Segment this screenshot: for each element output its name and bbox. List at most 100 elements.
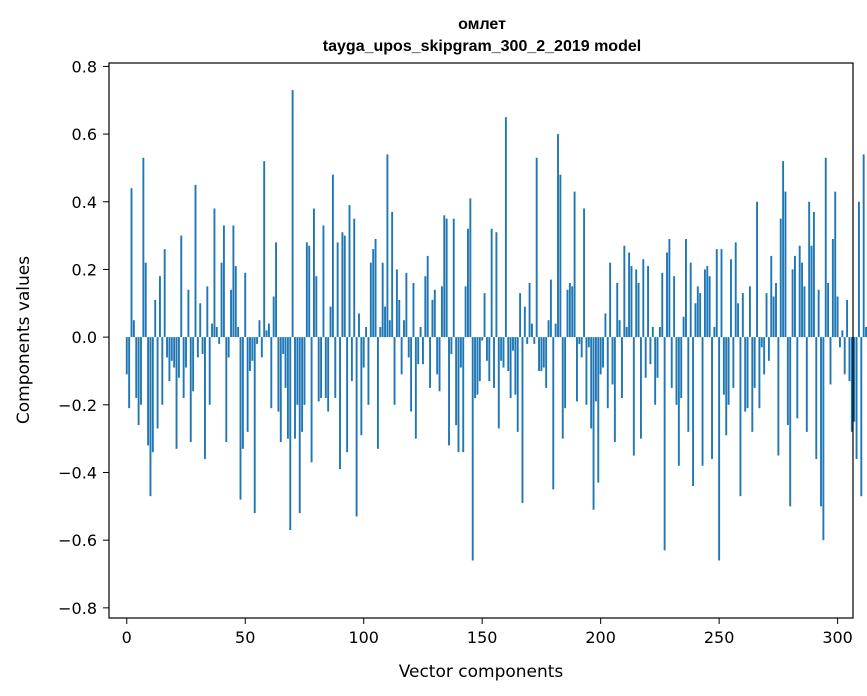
bar-142	[462, 337, 465, 453]
bar-68	[286, 337, 289, 439]
bar-214	[632, 337, 635, 456]
x-tick-label-300: 300	[822, 628, 853, 647]
bar-117	[403, 320, 405, 338]
bar-105	[374, 238, 377, 338]
bar-310	[860, 337, 863, 497]
bar-21	[175, 337, 178, 449]
bar-289	[810, 245, 813, 338]
bar-226	[661, 272, 664, 338]
bar-3	[132, 320, 135, 338]
bar-48	[239, 337, 242, 500]
y-tick-label-0: −0.8	[58, 599, 97, 618]
y-axis-label: Components values	[14, 256, 34, 424]
chart-subtitle: tayga_upos_skipgram_300_2_2019 model	[323, 38, 641, 55]
bar-131	[436, 337, 439, 375]
bar-87	[331, 174, 334, 338]
bar-146	[471, 337, 474, 561]
bar-185	[564, 337, 567, 409]
bar-164	[514, 337, 517, 395]
bar-278	[784, 191, 787, 338]
bar-57	[260, 337, 263, 358]
bar-88	[334, 337, 337, 399]
bar-39	[218, 337, 221, 344]
bar-252	[722, 337, 725, 395]
bar-202	[604, 313, 607, 338]
bar-14	[158, 276, 161, 338]
bar-260	[741, 293, 744, 338]
bar-236	[685, 238, 687, 338]
bar-41	[222, 225, 225, 338]
bar-165	[516, 337, 519, 432]
bar-116	[400, 337, 403, 375]
bar-10	[149, 337, 152, 497]
bar-290	[812, 211, 815, 338]
bar-294	[822, 337, 825, 541]
bar-40	[220, 262, 223, 338]
bar-95	[350, 337, 353, 382]
bar-205	[611, 337, 614, 385]
bar-101	[365, 326, 368, 338]
bar-94	[348, 205, 351, 338]
chart-title: омлет	[458, 16, 506, 33]
bar-75	[303, 337, 306, 405]
bar-138	[452, 218, 455, 338]
bar-189	[573, 191, 576, 338]
x-tick-label-250: 250	[704, 628, 735, 647]
bar-85	[327, 337, 330, 412]
bar-251	[720, 249, 723, 338]
bar-114	[395, 269, 398, 338]
bar-43	[227, 337, 230, 358]
bar-47	[237, 326, 240, 338]
bar-64	[277, 337, 280, 412]
bar-300	[836, 296, 839, 338]
bar-198	[594, 337, 597, 402]
bar-134	[443, 215, 446, 338]
bar-122	[414, 337, 417, 439]
bar-77	[308, 245, 311, 338]
bar-228	[666, 252, 668, 338]
bar-257	[734, 242, 737, 338]
bar-133	[440, 286, 443, 338]
x-tick-label-50: 50	[235, 628, 255, 647]
bar-62	[272, 296, 275, 338]
bar-4	[135, 337, 138, 399]
bar-180	[552, 337, 555, 490]
bar-23	[180, 235, 183, 338]
bar-55	[256, 337, 259, 344]
bar-8	[144, 262, 147, 338]
bar-261	[744, 337, 747, 412]
bar-268	[760, 337, 763, 348]
bar-222	[651, 326, 654, 338]
bar-295	[824, 157, 827, 338]
bar-170	[528, 282, 531, 338]
bar-211	[625, 326, 628, 338]
bar-196	[590, 337, 593, 429]
bar-145	[469, 198, 472, 338]
bar-218	[642, 259, 645, 338]
bar-109	[384, 306, 386, 338]
y-tick-label-7: 0.6	[72, 125, 97, 144]
bar-284	[798, 245, 801, 338]
bar-115	[398, 299, 401, 338]
bar-71	[294, 337, 296, 439]
bar-230	[670, 337, 673, 388]
bar-15	[161, 337, 164, 405]
x-axis-label: Vector components	[399, 662, 564, 682]
bar-160	[504, 117, 507, 338]
bar-100	[362, 337, 365, 368]
bar-13	[156, 337, 159, 429]
bar-81	[317, 337, 320, 402]
bar-113	[393, 337, 396, 405]
bar-141	[459, 337, 462, 368]
bar-45	[232, 225, 235, 338]
bar-31	[199, 303, 202, 338]
bar-259	[739, 337, 742, 497]
bar-156	[495, 232, 498, 338]
bar-130	[433, 289, 436, 338]
bar-12	[154, 299, 157, 338]
bar-127	[426, 255, 429, 338]
bar-96	[353, 218, 356, 338]
bar-203	[606, 337, 609, 409]
bar-250	[718, 337, 721, 561]
bar-304	[846, 299, 849, 338]
